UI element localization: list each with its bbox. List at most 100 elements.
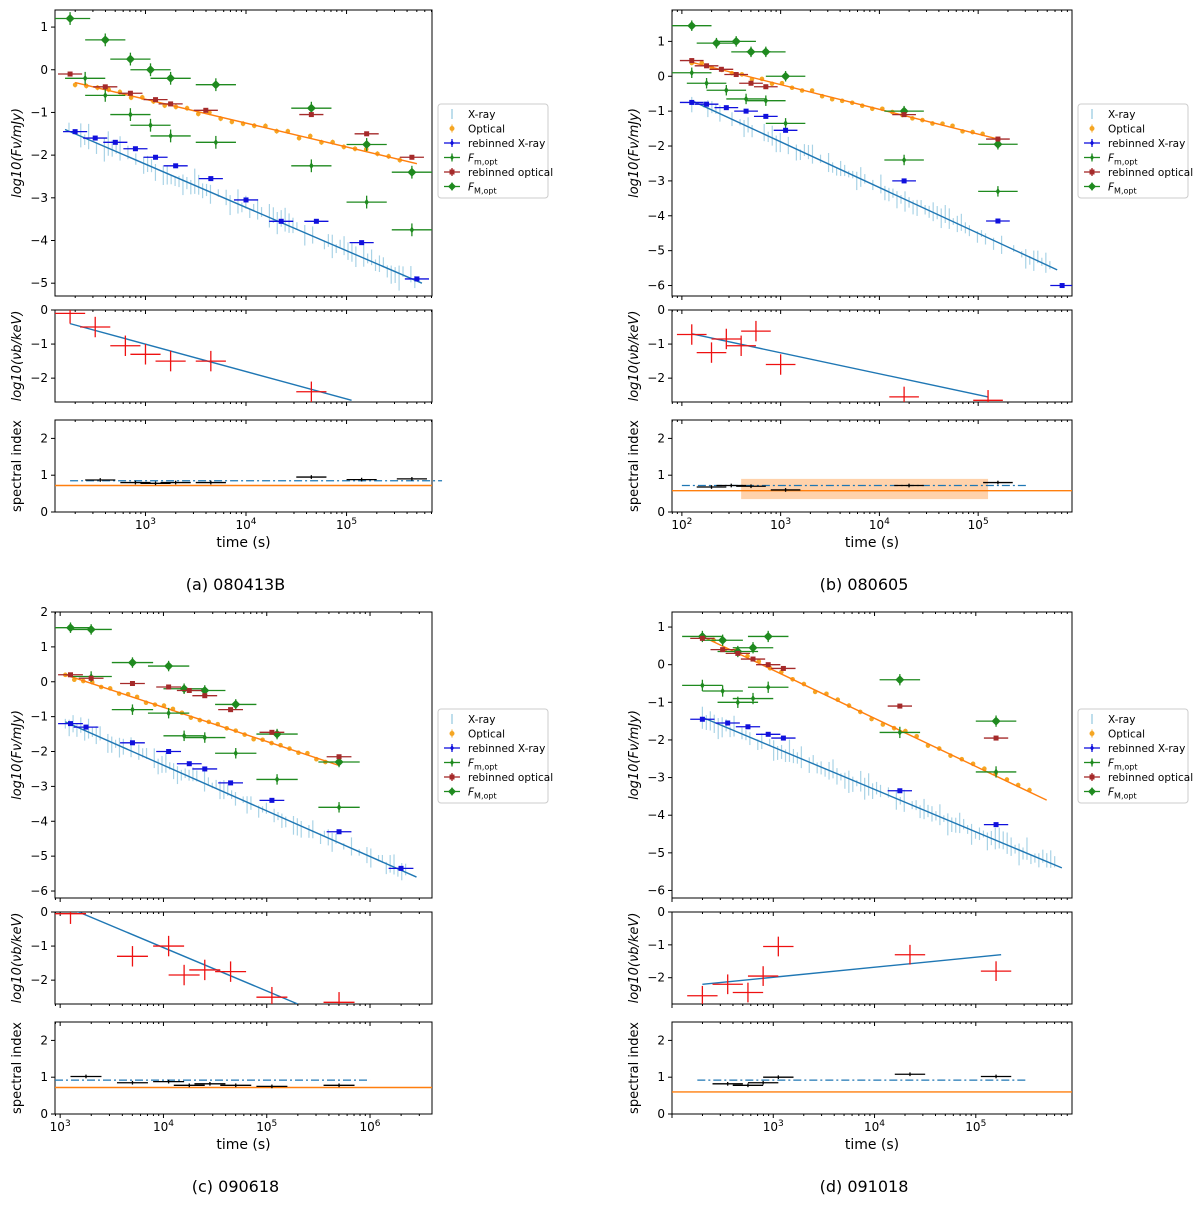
f-m-opt-point [750,695,756,703]
rebinned-optical-point [129,681,135,686]
f-m-opt-point [213,138,219,146]
flux-axis-frame [54,611,433,899]
rebinned-xray-point [153,154,159,160]
F-M-opt-point [334,757,344,767]
index-axis-frame [54,1021,433,1115]
rebinned-xray-point [173,163,179,169]
F-M-opt-point [763,631,773,641]
rebinned-optical-point [993,735,999,741]
legend-marker [1090,154,1094,161]
rebinned-xray-point [202,766,208,772]
rebinned-optical-point [308,112,314,118]
f-m-opt-point [128,111,133,119]
rebinned-optical-point [88,675,94,681]
f-m-opt-point [901,156,907,164]
f-m-opt-point [993,768,999,776]
f-m-opt-point [166,709,171,717]
rebinned-optical-point [765,662,771,668]
f-m-opt-point [743,95,749,103]
legend-label-xray: X-ray [1108,714,1135,726]
index-axis-ytick-label: 0 [657,505,665,519]
break-model-line [76,912,298,1004]
rebinned-optical-point [733,72,739,78]
legend-marker [450,140,454,146]
index-axis-ytick-label: 2 [40,431,48,445]
index-plot [55,1074,432,1089]
f-m-opt-point [409,226,415,234]
x-tick-label: 102 [671,517,692,532]
f-m-opt-point [274,775,280,783]
f-m-opt-point [309,162,314,170]
break-axis-ylabel: log10(νb/keV) [10,913,25,1004]
rebinned-optical-point [153,97,159,103]
rebinned-xray-point [689,99,695,105]
rebinned-optical-point [735,650,741,656]
legend-marker [450,745,454,751]
rebinned-xray-point [129,740,135,746]
flux-axis-ytick-label: 0 [657,69,665,83]
flux-axis-ytick-label: 0 [40,675,48,689]
flux-axis-ytick-label: 1 [40,640,48,654]
break-axis-ytick-label: −1 [647,938,665,952]
rebinned-optical-point [763,84,769,90]
panel-caption: (d) 091018 [820,1177,909,1196]
flux-axis-ytick-label: −5 [647,244,665,258]
xray-model-line [702,716,1063,869]
optical-model-line [65,674,340,767]
rebinned-optical-point [168,101,174,107]
f-m-opt-point [720,687,725,695]
legend-label-xray: X-ray [468,109,495,121]
rebinned-optical-point [269,729,275,735]
flux-plot [672,20,1072,289]
legend: X-ray Optical rebinned X-ray Fm,optrebinned… [1077,103,1193,199]
flux-axis-ytick-label: −6 [30,884,48,898]
legend-label-rebinned-xray: rebinned X-ray [468,138,545,150]
rebinned-optical-point [689,58,695,64]
legend-box [1077,708,1189,804]
F-M-opt-point [200,685,210,695]
flux-axis-ytick-label: −4 [30,234,48,248]
x-axis-label: time (s) [216,1137,270,1153]
legend: X-ray Optical rebinned X-ray Fm,optrebinned… [437,103,553,199]
index-axis-ytick-label: 2 [657,1033,665,1047]
flux-axis-ytick-label: −5 [30,849,48,863]
legend-label-rebinned-optical: rebinned optical [468,167,553,179]
legend-label-F-M-opt: FM,opt [468,182,497,196]
flux-axis-frame [671,611,1073,899]
index-axis-ytick-label: 0 [40,1107,48,1121]
rebinned-optical-point [780,665,786,671]
break-model-line [702,954,1002,985]
legend-label-f-m-opt: Fm,opt [1108,758,1138,772]
optical-index-band [741,478,989,500]
rebinned-xray-point [228,780,234,786]
F-M-opt-point [748,643,758,653]
flux-plot [55,622,417,881]
f-m-opt-point [130,706,135,714]
index-axis-ytick-label: 2 [657,431,665,445]
flux-axis-ytick-label: 1 [40,20,48,34]
rebinned-optical-point [364,131,370,137]
legend-box [437,103,549,199]
f-m-opt-point [103,91,108,99]
index-axis-frame [671,419,1073,513]
legend-label-rebinned-xray: rebinned X-ray [1108,743,1185,755]
break-axis-ytick-label: −1 [647,337,665,351]
rebinned-optical-point [748,80,754,86]
rebinned-xray-point [112,139,118,145]
optical-model-line [74,81,418,165]
break-axis-ylabel: log10(νb/keV) [10,311,25,402]
f-m-opt-point [233,749,238,757]
legend-label-rebinned-optical: rebinned optical [1108,772,1193,784]
rebinned-xray-point [993,822,999,828]
F-M-opt-point [100,35,110,45]
break-model-line [691,333,989,398]
rebinned-optical-point [901,112,907,118]
rebinned-optical-point [166,684,172,690]
f-m-opt-point [704,79,709,87]
f-m-opt-point [735,698,741,706]
legend-marker [1089,774,1095,780]
rebinned-xray-point [243,197,249,203]
x-tick-label: 104 [236,517,257,532]
break-axis-ytick-label: −1 [30,337,48,351]
